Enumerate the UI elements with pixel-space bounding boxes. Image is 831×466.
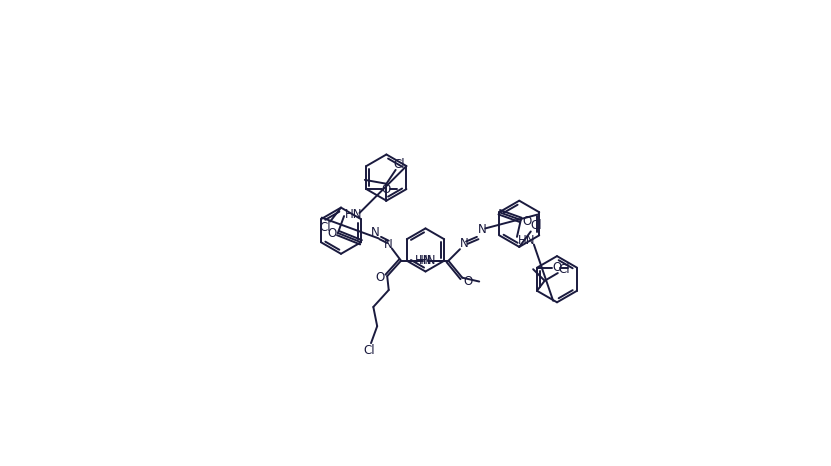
Text: Cl: Cl (364, 344, 376, 357)
Text: Cl: Cl (320, 221, 332, 234)
Text: O: O (464, 275, 473, 288)
Text: O: O (327, 226, 337, 240)
Text: HN: HN (346, 208, 363, 221)
Text: N: N (478, 223, 487, 236)
Text: N: N (371, 226, 379, 239)
Text: O: O (376, 271, 385, 284)
Text: HN: HN (519, 234, 536, 247)
Text: O: O (381, 183, 391, 196)
Text: N: N (460, 237, 468, 250)
Text: HN: HN (415, 254, 432, 267)
Text: O: O (523, 215, 532, 228)
Text: Cl: Cl (394, 158, 406, 171)
Text: N: N (384, 238, 392, 251)
Text: O: O (553, 261, 562, 274)
Text: HN: HN (419, 254, 436, 267)
Text: Cl: Cl (558, 263, 570, 276)
Text: Cl: Cl (530, 219, 542, 232)
